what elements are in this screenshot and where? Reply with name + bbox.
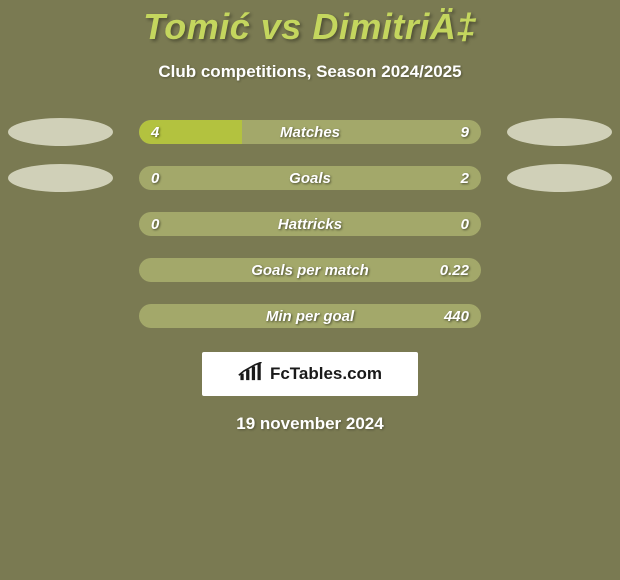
player-oval-right — [507, 164, 612, 192]
stat-bar: Goals per match 0.22 — [139, 258, 481, 282]
stat-value-right: 440 — [444, 308, 469, 325]
stat-bar: Min per goal 440 — [139, 304, 481, 328]
footer-date: 19 november 2024 — [236, 414, 383, 434]
stat-row: 4 Matches 9 — [0, 120, 620, 144]
stat-value-left: 0 — [151, 216, 159, 233]
stat-value-right: 9 — [461, 124, 469, 141]
player-oval-left — [8, 118, 113, 146]
page-subtitle: Club competitions, Season 2024/2025 — [158, 62, 461, 82]
page-title: Tomić vs DimitriÄ‡ — [143, 6, 477, 48]
player-oval-left — [8, 164, 113, 192]
stat-label: Matches — [280, 124, 340, 141]
chart-icon — [238, 362, 264, 387]
comparison-widget: Tomić vs DimitriÄ‡ Club competitions, Se… — [0, 0, 620, 434]
branding-badge[interactable]: FcTables.com — [202, 352, 418, 396]
stat-row: Min per goal 440 — [0, 304, 620, 328]
stat-label: Min per goal — [266, 308, 354, 325]
stat-label: Goals per match — [251, 262, 369, 279]
stat-label: Goals — [289, 170, 331, 187]
stats-list: 4 Matches 9 0 Goals 2 0 Hattricks 0 Goals per mat… — [0, 120, 620, 328]
stat-bar: 0 Hattricks 0 — [139, 212, 481, 236]
stat-bar: 0 Goals 2 — [139, 166, 481, 190]
stat-bar: 4 Matches 9 — [139, 120, 481, 144]
stat-row: 0 Hattricks 0 — [0, 212, 620, 236]
stat-row: 0 Goals 2 — [0, 166, 620, 190]
stat-value-left: 0 — [151, 170, 159, 187]
branding-text: FcTables.com — [270, 364, 382, 384]
stat-row: Goals per match 0.22 — [0, 258, 620, 282]
stat-value-right: 0.22 — [440, 262, 469, 279]
stat-value-right: 0 — [461, 216, 469, 233]
player-oval-right — [507, 118, 612, 146]
stat-value-left: 4 — [151, 124, 159, 141]
stat-value-right: 2 — [461, 170, 469, 187]
stat-label: Hattricks — [278, 216, 342, 233]
